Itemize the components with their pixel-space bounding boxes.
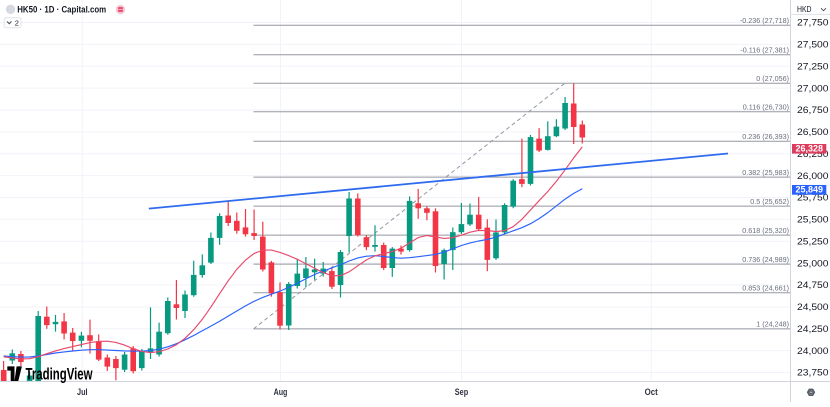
svg-text:HK50 · 1D · Capital.com: HK50 · 1D · Capital.com xyxy=(17,5,106,16)
svg-text:0.236 (26,393): 0.236 (26,393) xyxy=(742,132,789,141)
svg-text:24,750: 24,750 xyxy=(797,280,829,290)
svg-text:25,250: 25,250 xyxy=(797,236,829,246)
svg-text:0 (27,056): 0 (27,056) xyxy=(756,74,789,83)
svg-text:-0.116 (27,381): -0.116 (27,381) xyxy=(740,46,789,55)
svg-text:26,328: 26,328 xyxy=(796,144,824,154)
svg-text:26,750: 26,750 xyxy=(797,105,829,115)
svg-text:27,250: 27,250 xyxy=(797,62,829,72)
svg-text:24,000: 24,000 xyxy=(797,346,829,356)
svg-text:27,500: 27,500 xyxy=(797,40,829,50)
svg-text:27,750: 27,750 xyxy=(797,18,829,28)
svg-text:HKD: HKD xyxy=(797,5,812,14)
svg-text:25,849: 25,849 xyxy=(796,185,824,195)
svg-text:Oct: Oct xyxy=(645,387,658,397)
svg-text:26,500: 26,500 xyxy=(797,127,829,137)
svg-text:27,000: 27,000 xyxy=(797,83,829,93)
svg-text:1 (24,248): 1 (24,248) xyxy=(756,320,789,329)
svg-text:Jul: Jul xyxy=(77,387,88,397)
svg-text:0.382 (25,983): 0.382 (25,983) xyxy=(742,168,789,177)
svg-text:TradingView: TradingView xyxy=(26,364,94,383)
svg-text:-0.236 (27,718): -0.236 (27,718) xyxy=(740,16,789,25)
svg-text:24,500: 24,500 xyxy=(797,302,829,312)
svg-text:0.618 (25,320): 0.618 (25,320) xyxy=(742,226,789,235)
svg-text:0.116 (26,730): 0.116 (26,730) xyxy=(743,103,789,112)
svg-text:25,000: 25,000 xyxy=(797,258,829,268)
svg-text:26,000: 26,000 xyxy=(797,171,829,181)
svg-text:Aug: Aug xyxy=(274,387,288,397)
svg-text:2: 2 xyxy=(15,19,19,28)
svg-text:0.853 (24,661): 0.853 (24,661) xyxy=(742,284,789,293)
svg-text:23,750: 23,750 xyxy=(797,368,829,378)
svg-text:24,250: 24,250 xyxy=(797,324,829,334)
svg-text:0.736 (24,989): 0.736 (24,989) xyxy=(742,255,789,264)
svg-text:0.5 (25,652): 0.5 (25,652) xyxy=(750,197,789,206)
svg-text:Sep: Sep xyxy=(455,387,469,397)
svg-text:25,500: 25,500 xyxy=(797,215,829,225)
